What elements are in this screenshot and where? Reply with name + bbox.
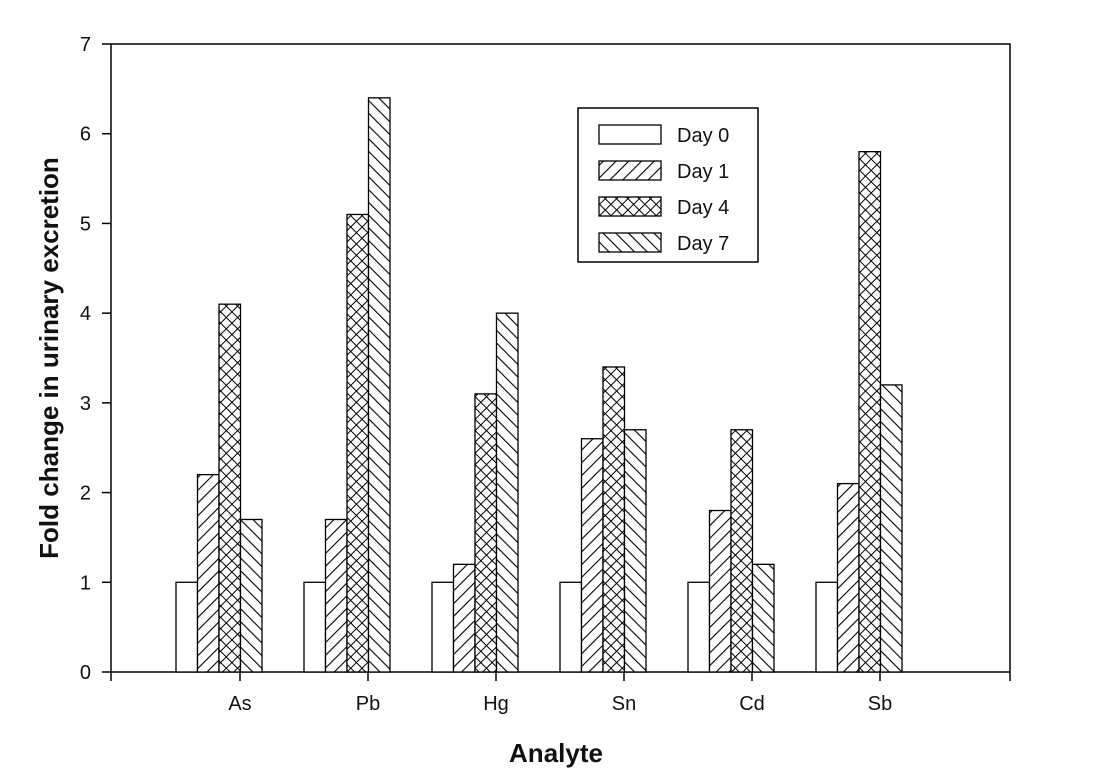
legend-swatch xyxy=(598,232,662,253)
legend-swatch xyxy=(598,196,662,217)
legend-swatch xyxy=(598,160,662,181)
bar-cd-day-7 xyxy=(751,563,775,673)
bars xyxy=(175,97,903,673)
bar-pb-day-0 xyxy=(303,581,327,673)
x-tick-label: Sn xyxy=(612,693,636,715)
y-tick-label: 7 xyxy=(80,34,91,56)
x-tick-label: As xyxy=(228,693,251,715)
bar-hg-day-0 xyxy=(431,581,455,673)
y-tick-label: 2 xyxy=(80,483,91,505)
bar-as-day-4 xyxy=(218,303,242,673)
bar-sn-day-4 xyxy=(602,366,626,673)
y-axis-title: Fold change in urinary excretion xyxy=(34,157,64,559)
bar-sb-day-1 xyxy=(836,482,860,673)
bar-cd-day-0 xyxy=(687,581,711,673)
y-tick-label: 6 xyxy=(80,124,91,146)
bar-pb-day-7 xyxy=(367,97,391,673)
bar-sb-day-7 xyxy=(879,384,903,673)
bar-as-day-0 xyxy=(175,581,199,673)
bar-hg-day-7 xyxy=(495,312,519,673)
legend-swatch xyxy=(598,124,662,145)
legend-label: Day 0 xyxy=(677,125,729,147)
y-tick-label: 0 xyxy=(80,662,91,684)
bar-as-day-1 xyxy=(196,473,220,673)
y-tick-label: 1 xyxy=(80,572,91,594)
x-tick-label: Hg xyxy=(483,693,509,715)
legend: Day 0 Day 1 Day 4 Day 7 xyxy=(577,107,759,263)
x-tick-label: Sb xyxy=(868,693,892,715)
x-tick-label: Pb xyxy=(356,693,380,715)
legend-label: Day 7 xyxy=(677,233,729,255)
legend-label: Day 1 xyxy=(677,161,729,183)
bar-cd-day-4 xyxy=(730,429,754,673)
y-axis: 0 1 2 3 4 5 6 7 xyxy=(80,34,111,684)
y-tick-label: 3 xyxy=(80,393,91,415)
bar-sb-day-4 xyxy=(858,151,882,673)
bar-sn-day-0 xyxy=(559,581,583,673)
x-axis: As Pb Hg Sn Cd Sb xyxy=(110,672,1011,715)
bar-sb-day-0 xyxy=(815,581,839,673)
bar-sn-day-1 xyxy=(580,438,604,673)
bar-cd-day-1 xyxy=(708,509,732,673)
x-axis-title: Analyte xyxy=(509,738,603,768)
bar-sn-day-7 xyxy=(623,429,647,673)
bar-hg-day-4 xyxy=(474,393,498,673)
bar-pb-day-4 xyxy=(346,213,370,673)
bar-pb-day-1 xyxy=(324,518,348,673)
legend-label: Day 4 xyxy=(677,197,729,219)
bar-hg-day-1 xyxy=(452,563,476,673)
y-tick-label: 5 xyxy=(80,213,91,235)
x-tick-label: Cd xyxy=(739,693,765,715)
y-tick-label: 4 xyxy=(80,303,91,325)
bar-as-day-7 xyxy=(239,518,263,673)
